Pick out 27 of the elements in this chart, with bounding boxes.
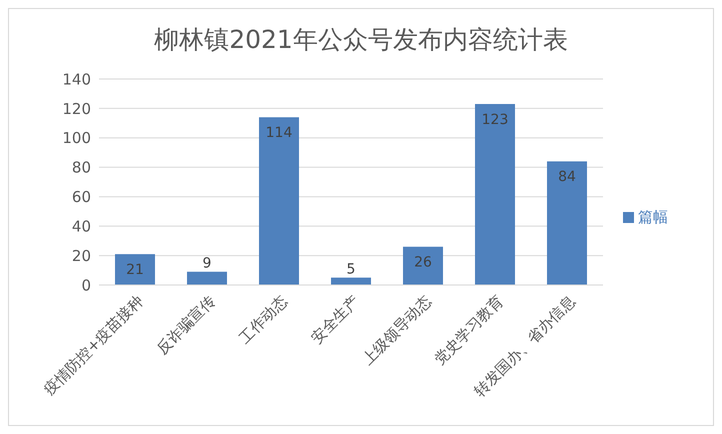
data-label: 84	[558, 169, 576, 186]
y-tick-label: 60	[72, 188, 91, 206]
data-label: 123	[482, 112, 508, 128]
y-tick-label: 0	[81, 276, 91, 294]
y-tick-label: 140	[62, 70, 91, 88]
bar	[403, 246, 443, 285]
data-label: 26	[414, 254, 432, 271]
x-tick-label: 反诈骗宣传	[152, 292, 219, 358]
chart-title: 柳林镇2021年公众号发布内容统计表	[153, 24, 569, 56]
data-label: 21	[126, 262, 144, 278]
data-label: 114	[266, 125, 292, 142]
data-label: 9	[202, 256, 212, 272]
bar	[187, 272, 227, 285]
y-tick-label: 40	[72, 217, 91, 236]
y-tick-label: 80	[72, 158, 91, 177]
bar	[259, 117, 299, 285]
bar	[547, 161, 587, 285]
bar	[115, 254, 155, 285]
bar	[331, 278, 371, 285]
y-tick-label: 100	[62, 129, 91, 148]
x-tick-label: 疫情防控+疫苗接种	[40, 292, 147, 398]
x-tick-label: 工作动态	[236, 292, 291, 348]
legend-label: 篇幅	[638, 208, 668, 226]
data-label: 5	[346, 261, 356, 278]
bar	[475, 104, 515, 285]
y-tick-label: 120	[62, 100, 91, 118]
y-tick-label: 20	[72, 246, 91, 265]
